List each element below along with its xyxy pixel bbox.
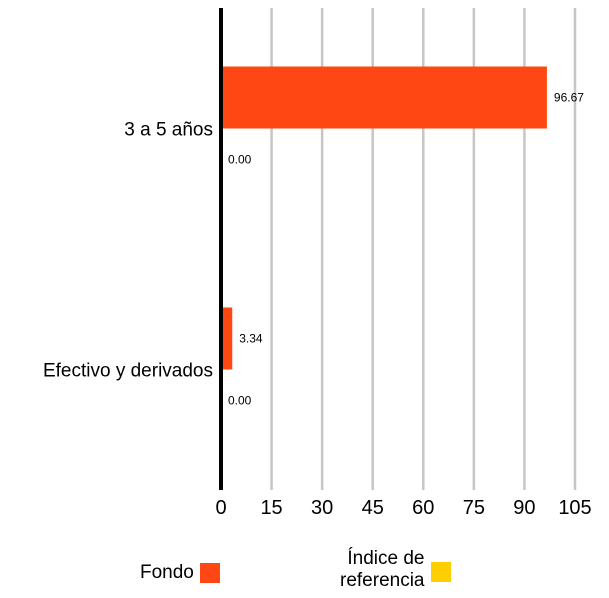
x-tick-label-30: 30: [311, 497, 333, 519]
legend-label-indice: Índice de referencia: [340, 548, 425, 592]
bar-label-0-0: 96.67: [554, 91, 584, 105]
bar-1-0: [221, 307, 233, 370]
x-tick-label-90: 90: [513, 497, 535, 519]
category-label-0: 3 a 5 años: [124, 120, 213, 141]
legend-swatch-indice: [430, 562, 451, 582]
x-tick-label-0: 0: [215, 497, 226, 519]
bar-chart: 96.67 0.00 3.34 0.00 3 a 5 años Efectivo y d…: [43, 8, 592, 519]
x-tick-label-15: 15: [260, 497, 282, 519]
legend-item-fondo: Fondo: [140, 562, 220, 584]
x-tick-label-60: 60: [412, 497, 434, 519]
x-tick-label-45: 45: [362, 497, 384, 519]
legend-swatch-fondo: [199, 563, 220, 583]
bar-label-0-1: 0.00: [228, 153, 252, 167]
bars: [221, 66, 547, 370]
bar-0-0: [221, 66, 547, 129]
bar-label-1-1: 0.00: [228, 394, 252, 408]
x-tick-labels: 0 15 30 45 60 75 90 105: [215, 497, 591, 519]
category-label-1: Efectivo y derivados: [43, 361, 213, 382]
legend-label-fondo: Fondo: [140, 562, 194, 583]
bar-label-1-0: 3.34: [239, 332, 263, 346]
legend: Fondo Índice de referencia: [0, 540, 609, 598]
legend-item-indice: Índice de referencia: [340, 548, 451, 592]
x-tick-label-75: 75: [463, 497, 485, 519]
x-tick-label-105: 105: [558, 497, 591, 519]
bar-value-labels: 96.67 0.00 3.34 0.00: [228, 91, 584, 408]
legend-label-indice-line2: referencia: [340, 570, 425, 591]
legend-label-indice-line1: Índice de: [347, 548, 425, 569]
category-labels: 3 a 5 años Efectivo y derivados: [43, 120, 213, 382]
